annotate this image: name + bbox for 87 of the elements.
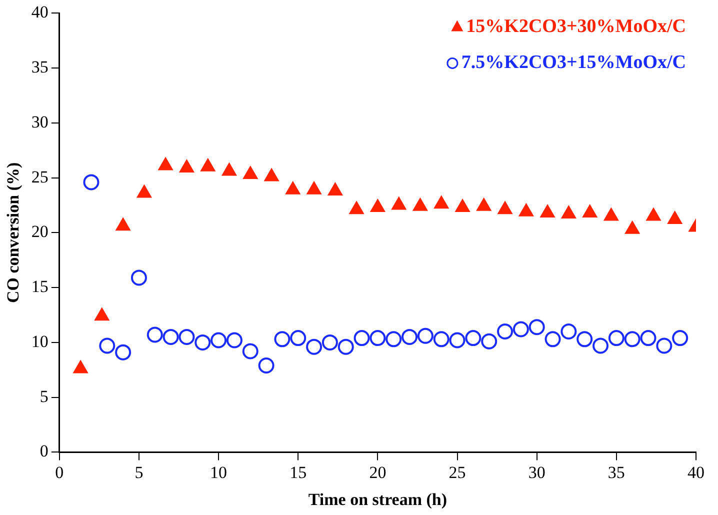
x-tick-label: 10 — [210, 462, 228, 482]
point — [668, 212, 682, 224]
point — [137, 185, 152, 198]
point — [608, 330, 624, 346]
legend-label: 7.5%K2CO3+15%MoOx/C — [461, 52, 686, 74]
point — [455, 199, 470, 212]
x-tick-label: 40 — [688, 462, 704, 482]
x-tick-label: 25 — [448, 462, 466, 482]
point — [417, 328, 434, 344]
point — [604, 208, 618, 221]
point — [338, 338, 354, 355]
point — [646, 208, 661, 221]
point — [592, 338, 609, 354]
x-tick-label: 0 — [55, 462, 64, 482]
y-tick-label: 40 — [31, 2, 48, 22]
point — [672, 330, 688, 346]
point — [449, 332, 466, 348]
point — [512, 321, 529, 338]
point — [200, 158, 215, 172]
point — [540, 204, 555, 218]
point — [624, 331, 640, 348]
x-tick-label: 35 — [608, 462, 625, 482]
point — [130, 270, 147, 286]
legend-label: 15%K2CO3+30%MoOx/C — [466, 16, 686, 38]
point — [402, 328, 418, 345]
point — [640, 330, 656, 346]
y-tick-label: 25 — [31, 167, 48, 186]
point — [434, 196, 448, 209]
point — [582, 204, 597, 218]
point — [413, 198, 428, 211]
point — [194, 334, 211, 350]
y-tick-label: 10 — [31, 332, 48, 351]
point — [226, 332, 242, 348]
point — [433, 331, 450, 348]
point — [481, 333, 498, 350]
point — [99, 338, 116, 354]
point — [349, 202, 364, 214]
y-tick-label: 5 — [40, 386, 48, 406]
x-tick-label: 30 — [528, 462, 546, 482]
y-axis-title: CO conversion (%) — [4, 162, 23, 304]
point — [544, 331, 561, 348]
point — [258, 358, 274, 374]
point — [498, 202, 512, 214]
point — [94, 308, 109, 321]
point — [290, 330, 306, 346]
point — [386, 331, 402, 348]
point — [178, 328, 195, 345]
point — [274, 331, 290, 348]
point — [465, 330, 482, 346]
point — [243, 166, 258, 180]
point — [392, 197, 406, 210]
point — [576, 331, 593, 348]
x-tick-label: 15 — [290, 462, 307, 482]
point — [264, 168, 279, 182]
point — [562, 206, 576, 219]
point — [322, 334, 338, 350]
point — [625, 221, 640, 234]
point — [656, 338, 672, 354]
point — [306, 182, 322, 194]
point — [370, 199, 385, 212]
point — [560, 323, 577, 340]
y-tick-label: 30 — [31, 112, 48, 132]
point — [115, 344, 132, 360]
x-tick-label: 20 — [369, 462, 386, 482]
point — [242, 343, 258, 360]
point — [328, 182, 342, 196]
x-tick-label: 5 — [134, 462, 144, 482]
y-tick-label: 20 — [31, 222, 48, 242]
point — [162, 328, 179, 345]
y-tick-label: 35 — [31, 58, 48, 77]
point — [306, 338, 322, 355]
point — [116, 218, 130, 231]
point — [286, 182, 300, 194]
x-axis-title: Time on stream (h) — [308, 490, 448, 510]
point — [180, 160, 194, 172]
point — [146, 326, 163, 343]
point — [519, 204, 534, 216]
point — [158, 158, 173, 170]
point — [476, 198, 491, 211]
point — [528, 319, 545, 336]
point — [354, 330, 370, 346]
y-tick-label: 15 — [31, 277, 48, 296]
point — [497, 323, 514, 340]
y-tick-label: 0 — [40, 442, 48, 461]
point — [370, 330, 386, 346]
point — [222, 163, 236, 176]
point — [210, 332, 227, 348]
